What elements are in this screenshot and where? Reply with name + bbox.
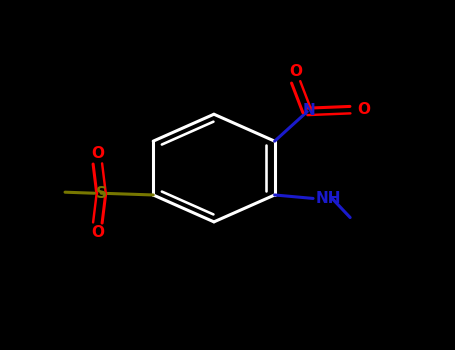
Text: N: N — [303, 104, 315, 118]
Text: NH: NH — [316, 191, 341, 206]
Text: O: O — [289, 64, 303, 79]
Text: O: O — [357, 103, 370, 117]
Text: O: O — [91, 225, 104, 240]
Text: O: O — [91, 147, 104, 161]
Text: S: S — [96, 186, 107, 201]
